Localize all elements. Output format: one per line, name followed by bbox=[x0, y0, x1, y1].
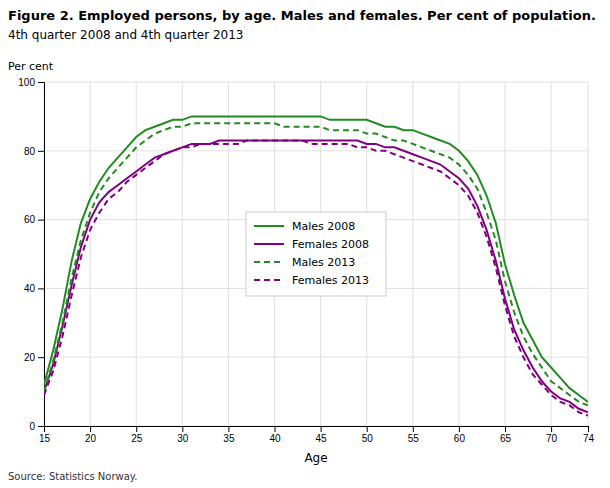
y-axis-line bbox=[38, 83, 45, 427]
legend-label: Females 2008 bbox=[292, 238, 369, 251]
x-tick-label: 25 bbox=[131, 433, 143, 444]
x-tick: 50 bbox=[362, 426, 374, 444]
x-tick-label: 40 bbox=[269, 433, 281, 444]
x-tick: 40 bbox=[269, 426, 281, 444]
y-axis: 0 20 40 60 80 100 bbox=[18, 77, 44, 432]
y-tick-mark bbox=[38, 288, 44, 289]
grid-line-y bbox=[44, 150, 588, 151]
x-tick: 20 bbox=[85, 426, 97, 444]
y-tick: 100 bbox=[18, 77, 44, 88]
grid-line-x bbox=[505, 82, 506, 426]
legend-label: Females 2013 bbox=[292, 274, 369, 287]
x-tick-label: 50 bbox=[362, 433, 374, 444]
x-tick-mark bbox=[459, 426, 460, 432]
grid-line-x bbox=[551, 82, 552, 426]
grid-line-y bbox=[44, 82, 588, 83]
x-tick-label: 70 bbox=[546, 433, 558, 444]
title: Figure 2. Employed persons, by age. Male… bbox=[8, 8, 596, 23]
x-tick: 60 bbox=[454, 426, 466, 444]
grid-line-y bbox=[44, 357, 588, 358]
series-line bbox=[44, 123, 588, 405]
x-tick: 35 bbox=[223, 426, 235, 444]
x-tick-label: 35 bbox=[223, 433, 235, 444]
x-tick-label: 20 bbox=[85, 433, 97, 444]
x-axis-label: Age bbox=[304, 451, 327, 465]
x-tick-label: 60 bbox=[454, 433, 466, 444]
legend-item: Males 2008 bbox=[254, 220, 355, 233]
series-line bbox=[44, 116, 588, 402]
x-axis-line bbox=[45, 427, 589, 433]
series-line bbox=[44, 140, 588, 415]
grid-line-x bbox=[588, 82, 589, 426]
x-axis: 15 20 25 30 35 40 45 50 55 60 65 70 74 bbox=[39, 426, 595, 444]
legend-swatch bbox=[254, 279, 284, 281]
grid-line-x bbox=[182, 82, 183, 426]
legend: Males 2008 Females 2008 Males 2013 Females … bbox=[246, 212, 386, 296]
subtitle: 4th quarter 2008 and 4th quarter 2013 bbox=[8, 28, 244, 42]
x-tick-mark bbox=[321, 426, 322, 432]
x-tick-mark bbox=[588, 426, 589, 432]
y-tick: 40 bbox=[24, 283, 44, 294]
x-tick: 15 bbox=[39, 426, 51, 444]
y-tick-mark bbox=[38, 220, 44, 221]
x-tick-mark bbox=[182, 426, 183, 432]
x-tick-label: 30 bbox=[177, 433, 189, 444]
legend-item: Females 2013 bbox=[254, 274, 369, 287]
plot-area: 15 20 25 30 35 40 45 50 55 60 65 70 74 0 20 40 60 80 100 Ag… bbox=[8, 60, 594, 465]
y-tick-mark bbox=[38, 357, 44, 358]
lines bbox=[44, 116, 588, 415]
x-tick-mark bbox=[505, 426, 506, 432]
y-tick-mark bbox=[38, 151, 44, 152]
y-tick-label: 0 bbox=[29, 421, 35, 432]
y-tick-label: 80 bbox=[24, 146, 36, 157]
legend-swatch bbox=[254, 225, 284, 227]
legend-item: Males 2013 bbox=[254, 256, 355, 269]
legend-item: Females 2008 bbox=[254, 238, 369, 251]
x-tick-mark bbox=[136, 426, 137, 432]
y-tick-label: 100 bbox=[18, 77, 35, 88]
x-tick-label: 55 bbox=[408, 433, 420, 444]
grid-line-x bbox=[412, 82, 413, 426]
legend-swatch bbox=[254, 261, 284, 263]
y-tick-mark bbox=[38, 426, 44, 427]
x-tick-label: 15 bbox=[39, 433, 51, 444]
x-tick: 30 bbox=[177, 426, 189, 444]
x-tick: 65 bbox=[500, 426, 512, 444]
y-tick-label: 60 bbox=[24, 214, 36, 225]
legend-frame bbox=[246, 212, 386, 296]
grid-line-x bbox=[90, 82, 91, 426]
x-tick: 74 bbox=[583, 426, 595, 444]
y-tick: 0 bbox=[29, 421, 44, 432]
x-tick: 55 bbox=[408, 426, 420, 444]
x-tick: 70 bbox=[546, 426, 558, 444]
legend-swatch bbox=[254, 243, 284, 245]
y-tick: 20 bbox=[24, 352, 44, 363]
grid bbox=[44, 82, 588, 426]
y-tick-label: 40 bbox=[24, 283, 36, 294]
x-tick-mark bbox=[413, 426, 414, 432]
grid-line-x bbox=[228, 82, 229, 426]
x-tick: 25 bbox=[131, 426, 143, 444]
x-tick-mark bbox=[90, 426, 91, 432]
y-tick: 80 bbox=[24, 146, 44, 157]
x-tick-label: 45 bbox=[316, 433, 328, 444]
x-tick-mark bbox=[228, 426, 229, 432]
grid-line-x bbox=[458, 82, 459, 426]
series-line bbox=[44, 140, 588, 412]
x-tick-mark bbox=[275, 426, 276, 432]
y-tick-mark bbox=[38, 82, 44, 83]
legend-label: Males 2013 bbox=[292, 256, 355, 269]
y-tick: 60 bbox=[24, 214, 44, 225]
x-tick: 45 bbox=[316, 426, 328, 444]
y-axis-label: Per cent bbox=[8, 60, 54, 73]
source: Source: Statistics Norway. bbox=[8, 471, 137, 482]
x-tick-label: 74 bbox=[583, 433, 595, 444]
grid-line-x bbox=[136, 82, 137, 426]
legend-label: Males 2008 bbox=[292, 220, 355, 233]
x-tick-label: 65 bbox=[500, 433, 512, 444]
x-tick-mark bbox=[367, 426, 368, 432]
x-tick-mark bbox=[551, 426, 552, 432]
chart: Figure 2. Employed persons, by age. Male… bbox=[0, 0, 610, 488]
y-tick-label: 20 bbox=[24, 352, 36, 363]
